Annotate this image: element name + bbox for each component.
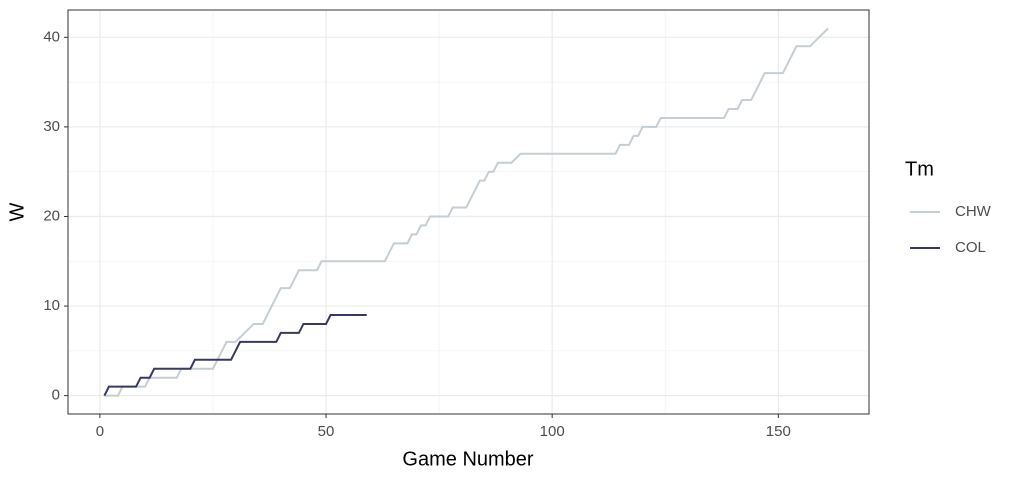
x-tick-label: 50 bbox=[318, 423, 335, 440]
x-tick-label: 0 bbox=[96, 423, 104, 440]
y-axis-title: W bbox=[6, 202, 28, 221]
legend-title: Tm bbox=[905, 158, 934, 180]
plot-background bbox=[68, 10, 869, 414]
x-tick-label: 100 bbox=[540, 423, 565, 440]
x-tick-label: 150 bbox=[766, 423, 791, 440]
plot-border bbox=[67, 9, 870, 415]
y-tick-label: 10 bbox=[43, 297, 60, 314]
series-line bbox=[104, 27, 829, 397]
x-axis-title: Game Number bbox=[402, 448, 533, 470]
y-tick-label: 20 bbox=[43, 207, 60, 224]
y-tick-label: 0 bbox=[52, 387, 60, 404]
series-line bbox=[103, 314, 367, 397]
y-tick-label: 40 bbox=[43, 28, 60, 45]
legend-label: COL bbox=[955, 239, 986, 256]
legend-label: CHW bbox=[955, 203, 992, 220]
y-tick-label: 30 bbox=[43, 118, 60, 135]
